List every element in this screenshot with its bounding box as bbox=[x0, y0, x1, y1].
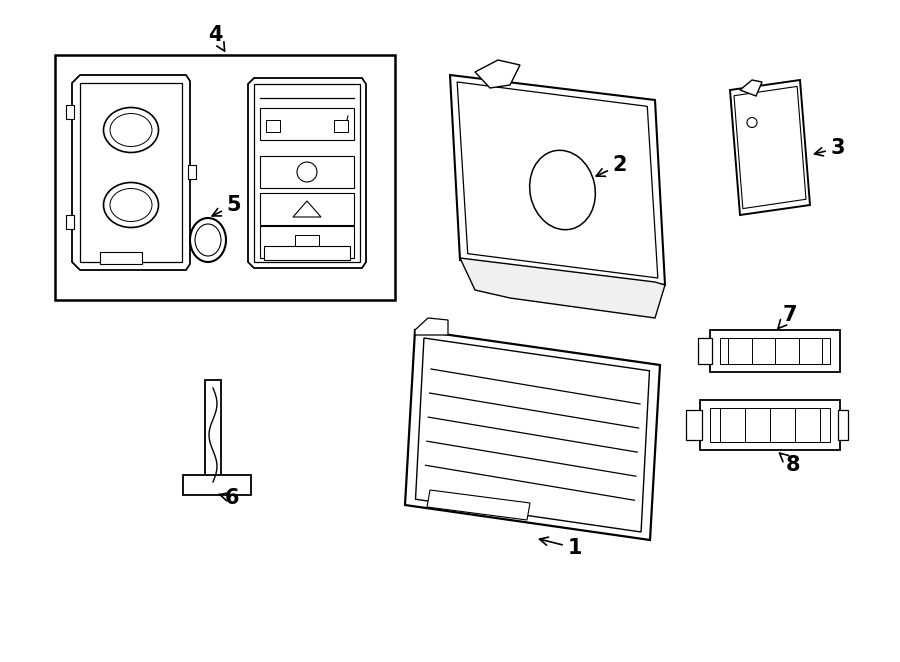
Bar bbox=[838, 410, 848, 440]
Text: 3: 3 bbox=[814, 138, 845, 158]
Bar bbox=[334, 120, 348, 132]
Polygon shape bbox=[427, 490, 530, 520]
Bar bbox=[266, 120, 280, 132]
Polygon shape bbox=[293, 201, 321, 217]
Bar bbox=[710, 408, 830, 442]
Bar bbox=[260, 108, 354, 140]
Bar bbox=[100, 252, 142, 264]
Text: 7: 7 bbox=[778, 305, 797, 329]
Bar bbox=[66, 105, 74, 119]
Polygon shape bbox=[457, 82, 658, 278]
Bar bbox=[260, 226, 354, 258]
Bar bbox=[80, 83, 182, 262]
Ellipse shape bbox=[195, 224, 221, 256]
Polygon shape bbox=[475, 60, 520, 88]
Bar bbox=[254, 84, 360, 262]
Circle shape bbox=[747, 117, 757, 128]
Bar bbox=[183, 475, 251, 495]
Polygon shape bbox=[72, 75, 190, 270]
Polygon shape bbox=[405, 330, 660, 540]
Text: 5: 5 bbox=[212, 195, 241, 216]
Text: 2: 2 bbox=[596, 155, 627, 176]
Polygon shape bbox=[415, 318, 448, 335]
Text: 4: 4 bbox=[208, 25, 225, 51]
Ellipse shape bbox=[104, 107, 158, 152]
Bar bbox=[260, 156, 354, 188]
Bar bbox=[55, 55, 395, 300]
Polygon shape bbox=[460, 258, 665, 318]
Ellipse shape bbox=[104, 183, 158, 228]
Text: 8: 8 bbox=[779, 453, 800, 475]
Bar bbox=[260, 193, 354, 225]
Polygon shape bbox=[734, 87, 806, 209]
Polygon shape bbox=[740, 80, 762, 96]
Bar bbox=[264, 246, 350, 260]
Polygon shape bbox=[248, 78, 366, 268]
Bar bbox=[295, 235, 319, 249]
Bar bbox=[710, 330, 840, 372]
Circle shape bbox=[297, 162, 317, 182]
Ellipse shape bbox=[190, 218, 226, 262]
Ellipse shape bbox=[529, 150, 596, 230]
Bar bbox=[686, 410, 702, 440]
Ellipse shape bbox=[110, 189, 152, 222]
Polygon shape bbox=[450, 75, 665, 285]
Text: 1: 1 bbox=[539, 537, 582, 558]
Bar bbox=[188, 165, 196, 179]
Bar bbox=[700, 400, 840, 450]
Bar bbox=[698, 338, 712, 364]
Bar bbox=[205, 380, 221, 490]
Bar bbox=[66, 215, 74, 229]
Polygon shape bbox=[416, 338, 650, 532]
Bar bbox=[720, 338, 830, 364]
Polygon shape bbox=[730, 80, 810, 215]
Ellipse shape bbox=[110, 113, 152, 146]
Text: 6: 6 bbox=[219, 488, 239, 508]
